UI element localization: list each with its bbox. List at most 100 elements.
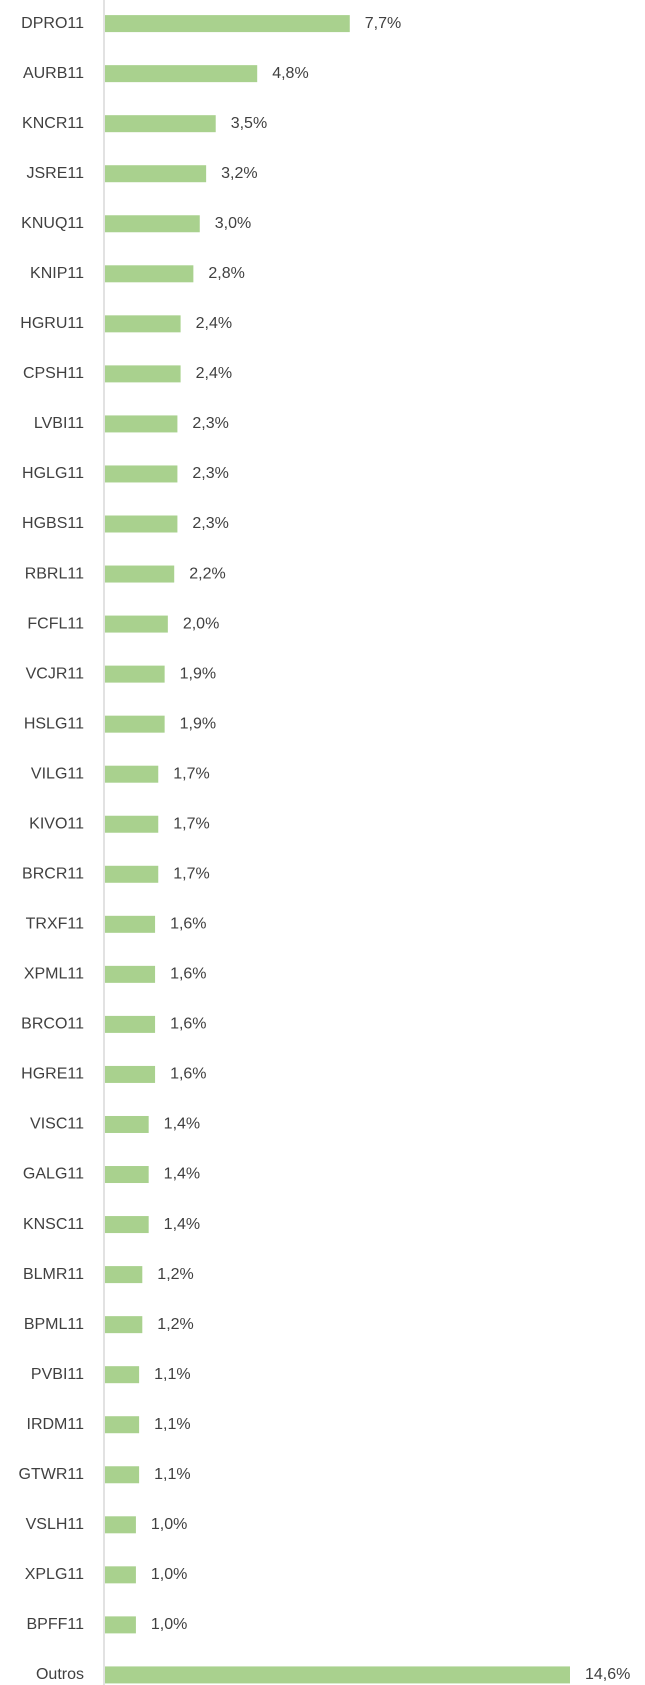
bar bbox=[105, 1216, 149, 1234]
bar bbox=[105, 1015, 156, 1033]
bar bbox=[105, 15, 350, 33]
value-label: 3,2% bbox=[221, 165, 257, 182]
bar bbox=[105, 1115, 149, 1133]
bar bbox=[105, 1616, 136, 1634]
bar bbox=[105, 915, 156, 933]
category-label: KNUQ11 bbox=[21, 215, 84, 232]
category-label: VISC11 bbox=[30, 1116, 84, 1133]
category-label: GTWR11 bbox=[19, 1466, 85, 1483]
value-label: 1,4% bbox=[164, 1216, 200, 1233]
bar bbox=[105, 465, 178, 483]
value-label: 2,2% bbox=[189, 565, 225, 582]
value-label: 14,6% bbox=[585, 1666, 630, 1683]
bar bbox=[105, 115, 216, 133]
category-label: BLMR11 bbox=[23, 1266, 84, 1283]
value-label: 4,8% bbox=[272, 65, 308, 82]
category-label: JSRE11 bbox=[26, 165, 84, 182]
category-label: BRCO11 bbox=[21, 1016, 84, 1033]
category-label: KNCR11 bbox=[22, 115, 84, 132]
category-label: CPSH11 bbox=[23, 365, 84, 382]
value-label: 1,6% bbox=[170, 1016, 206, 1033]
bar bbox=[105, 1266, 143, 1284]
value-label: 1,0% bbox=[151, 1616, 187, 1633]
bar bbox=[105, 665, 165, 683]
category-label: BPFF11 bbox=[27, 1616, 85, 1633]
value-label: 1,6% bbox=[170, 966, 206, 983]
value-label: 1,6% bbox=[170, 1066, 206, 1083]
value-label: 1,0% bbox=[151, 1566, 187, 1583]
bar bbox=[105, 265, 194, 283]
category-label: BRCR11 bbox=[22, 865, 84, 882]
value-label: 1,4% bbox=[164, 1116, 200, 1133]
value-label: 1,2% bbox=[157, 1316, 193, 1333]
value-label: 2,4% bbox=[196, 365, 232, 382]
value-label: 2,8% bbox=[208, 265, 244, 282]
category-label: HGRE11 bbox=[21, 1066, 84, 1083]
value-label: 1,7% bbox=[173, 815, 209, 832]
category-label: VCJR11 bbox=[26, 665, 84, 682]
bar bbox=[105, 315, 181, 333]
value-label: 1,1% bbox=[154, 1466, 190, 1483]
category-label: VILG11 bbox=[31, 765, 84, 782]
category-label: HGBS11 bbox=[22, 515, 84, 532]
category-label: KIVO11 bbox=[29, 815, 84, 832]
value-label: 7,7% bbox=[365, 15, 401, 32]
bar bbox=[105, 1416, 140, 1434]
category-label: XPLG11 bbox=[25, 1566, 84, 1583]
bar bbox=[105, 65, 258, 83]
value-label: 1,4% bbox=[164, 1166, 200, 1183]
bar bbox=[105, 565, 175, 583]
value-label: 1,6% bbox=[170, 916, 206, 933]
category-label: BPML11 bbox=[24, 1316, 84, 1333]
value-label: 1,7% bbox=[173, 765, 209, 782]
category-label: VSLH11 bbox=[26, 1516, 85, 1533]
value-label: 1,1% bbox=[154, 1366, 190, 1383]
category-label: Outros bbox=[36, 1666, 84, 1683]
bar bbox=[105, 1666, 570, 1684]
value-label: 3,0% bbox=[215, 215, 251, 232]
value-label: 1,2% bbox=[157, 1266, 193, 1283]
value-label: 2,4% bbox=[196, 315, 232, 332]
bar bbox=[105, 1065, 156, 1083]
category-label: KNSC11 bbox=[23, 1216, 84, 1233]
category-label: HGRU11 bbox=[20, 315, 84, 332]
category-label: XPML11 bbox=[24, 966, 84, 983]
value-label: 2,3% bbox=[192, 515, 228, 532]
value-label: 2,3% bbox=[192, 465, 228, 482]
category-label: LVBI11 bbox=[34, 415, 84, 432]
bar bbox=[105, 815, 159, 833]
bar bbox=[105, 515, 178, 533]
category-label: DPRO11 bbox=[21, 15, 84, 32]
category-label: HGLG11 bbox=[22, 465, 84, 482]
category-label: GALG11 bbox=[23, 1166, 84, 1183]
category-label: PVBI11 bbox=[31, 1366, 84, 1383]
bar bbox=[105, 965, 156, 983]
category-label: RBRL11 bbox=[25, 565, 84, 582]
category-label: FCFL11 bbox=[27, 615, 84, 632]
value-label: 1,1% bbox=[154, 1416, 190, 1433]
bar bbox=[105, 1166, 149, 1184]
bar bbox=[105, 1566, 136, 1584]
bar bbox=[105, 865, 159, 883]
bar bbox=[105, 1316, 143, 1334]
bar bbox=[105, 715, 165, 733]
value-label: 1,9% bbox=[180, 665, 216, 682]
bar bbox=[105, 165, 207, 183]
bar bbox=[105, 215, 200, 233]
category-label: AURB11 bbox=[23, 65, 84, 82]
value-label: 1,0% bbox=[151, 1516, 187, 1533]
value-label: 2,0% bbox=[183, 615, 219, 632]
bar bbox=[105, 615, 168, 633]
bar bbox=[105, 1516, 136, 1534]
value-label: 1,9% bbox=[180, 715, 216, 732]
category-label: KNIP11 bbox=[30, 265, 84, 282]
category-label: HSLG11 bbox=[24, 715, 84, 732]
bar bbox=[105, 765, 159, 783]
value-label: 2,3% bbox=[192, 415, 228, 432]
bar bbox=[105, 1366, 140, 1384]
value-label: 1,7% bbox=[173, 865, 209, 882]
bar bbox=[105, 365, 181, 383]
bar bbox=[105, 415, 178, 433]
category-label: TRXF11 bbox=[26, 916, 84, 933]
